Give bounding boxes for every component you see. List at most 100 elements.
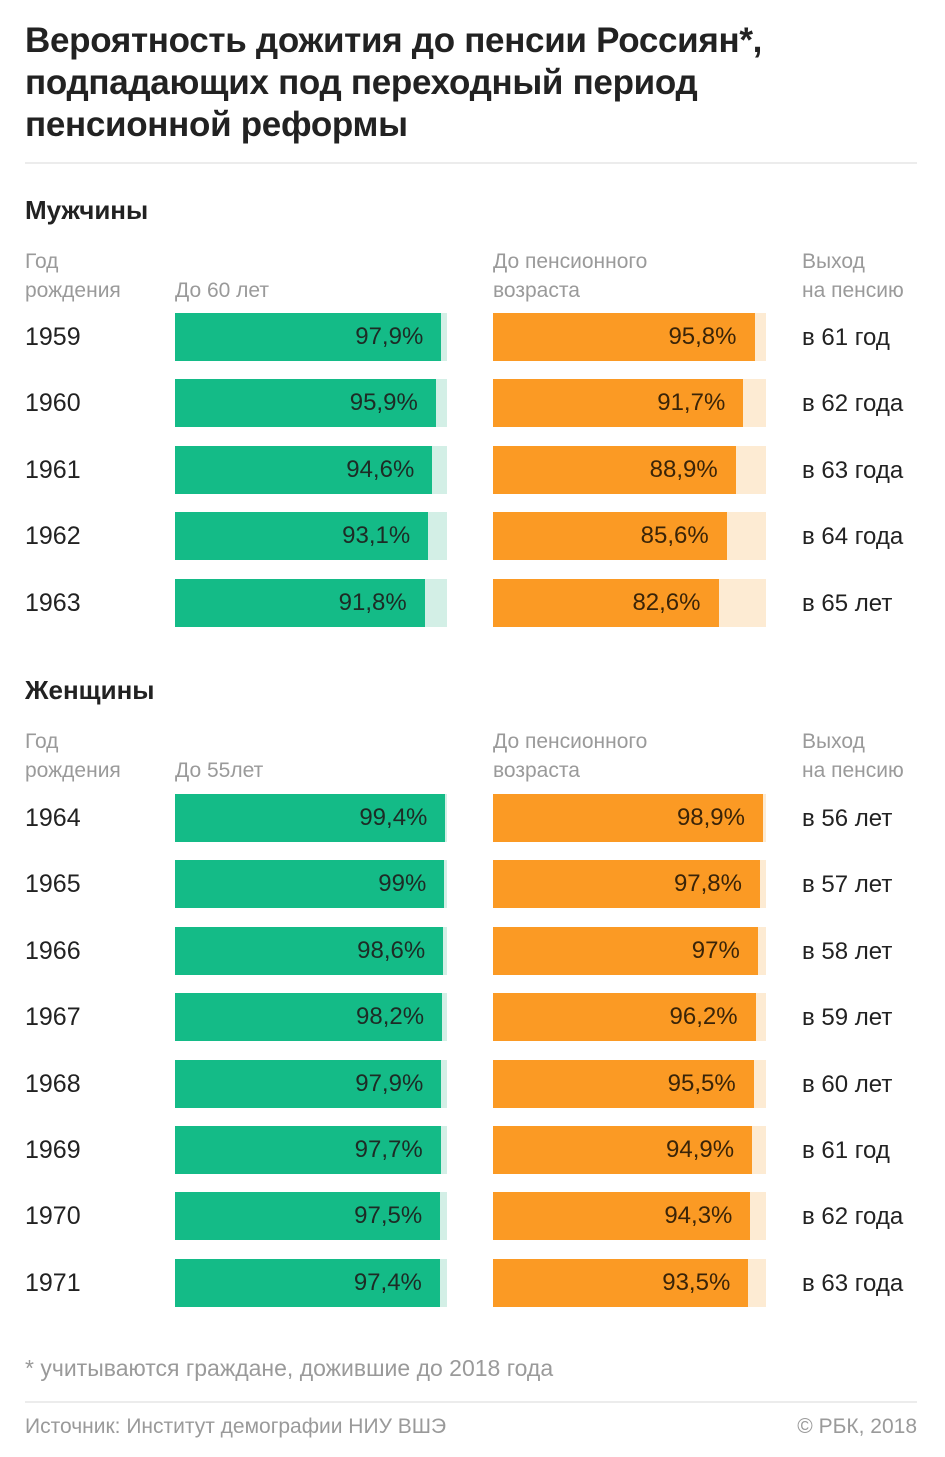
bar-value-label: 85,6% (640, 522, 709, 550)
bar-track-series1: 99,4% (175, 794, 447, 842)
bar-value-label: 95,5% (667, 1069, 736, 1097)
retirement-age-label: в 63 года (802, 456, 904, 484)
bar-series1: 99,4% (175, 794, 446, 842)
header-series2-line: возраста (493, 759, 580, 782)
bar-value-label: 97,9% (355, 1069, 424, 1097)
bar-track-series1: 97,9% (175, 313, 447, 361)
bar-series2: 95,8% (493, 313, 755, 361)
header-birth-year-line: рождения (25, 279, 121, 302)
retirement-age-label: в 64 года (802, 523, 904, 551)
bar-series1: 97,7% (175, 1126, 441, 1174)
header-retirement-line: Выход (802, 250, 865, 273)
retirement-age-label: в 62 года (802, 390, 904, 418)
bar-track-series2: 96,2% (493, 993, 766, 1042)
birth-year-label: 1961 (25, 455, 81, 484)
bar-track-series1: 97,4% (175, 1258, 447, 1307)
bar-track-series2: 98,9% (493, 794, 766, 842)
bar-series2: 98,9% (493, 794, 763, 842)
bar-value-label: 95,8% (668, 323, 737, 350)
bar-track-series2: 97,8% (493, 860, 766, 909)
bar-series1: 98,2% (175, 993, 443, 1042)
retirement-age-label: в 60 лет (802, 1070, 893, 1098)
bar-value-label: 98,2% (356, 1003, 425, 1031)
bar-track-series2: 95,5% (493, 1059, 766, 1108)
header-retirement: Выход на пенсию (802, 247, 904, 305)
bar-series2: 95,5% (493, 1059, 754, 1108)
bar-value-label: 88,9% (649, 455, 718, 483)
bar-series1: 94,6% (175, 445, 433, 494)
bar-value-label: 91,7% (657, 389, 726, 417)
bar-value-label: 97,5% (354, 1202, 423, 1230)
bar-value-label: 94,3% (664, 1202, 733, 1230)
header-retirement-line: на пенсию (802, 759, 904, 782)
header-series2: До пенсионного возраста (493, 247, 647, 305)
bar-value-label: 97,7% (354, 1136, 423, 1163)
header-series1-line (175, 247, 269, 276)
bar-value-label: 93,1% (342, 522, 411, 550)
title-divider (25, 162, 917, 164)
bar-series1: 97,5% (175, 1192, 441, 1241)
bar-track-series1: 98,6% (175, 926, 447, 975)
birth-year-label: 1970 (25, 1202, 81, 1231)
bar-series2: 82,6% (493, 578, 719, 627)
birth-year-label: 1962 (25, 522, 81, 551)
header-series2-line: До пенсионного (493, 250, 648, 273)
bar-track-series1: 95,9% (175, 379, 447, 428)
bar-value-label: 99,4% (359, 804, 428, 831)
bar-track-series1: 97,9% (175, 1059, 447, 1108)
header-series1-line: До 60 лет (175, 279, 270, 302)
bar-track-series2: 88,9% (493, 445, 766, 494)
bar-value-label: 98,9% (676, 804, 745, 831)
bar-series2: 96,2% (493, 993, 756, 1042)
bar-track-series2: 93,5% (493, 1258, 766, 1307)
bar-series2: 97% (493, 926, 758, 975)
chart-title: Вероятность дожития до пенсии Россиян*, … (25, 21, 763, 144)
bar-value-label: 94,9% (666, 1136, 735, 1163)
bar-series1: 97,9% (175, 1059, 442, 1108)
birth-year-label: 1963 (25, 588, 81, 617)
section-title: Женщины (25, 675, 155, 705)
bar-series2: 94,3% (493, 1192, 751, 1241)
retirement-age-label: в 58 лет (802, 937, 893, 965)
header-retirement-line: на пенсию (802, 279, 904, 302)
bar-series2: 93,5% (493, 1258, 749, 1307)
footer-divider (25, 1401, 917, 1403)
bar-track-series1: 98,2% (175, 993, 447, 1042)
retirement-age-label: в 63 года (802, 1269, 904, 1297)
retirement-age-label: в 57 лет (802, 871, 893, 899)
bar-series1: 99% (175, 860, 445, 909)
copyright: © РБК, 2018 (797, 1415, 917, 1438)
retirement-age-label: в 61 год (802, 324, 890, 351)
header-birth-year: Год рождения (25, 727, 121, 785)
bar-series2: 91,7% (493, 379, 744, 428)
bar-value-label: 97% (691, 936, 740, 964)
bar-value-label: 98,6% (357, 936, 426, 964)
bar-track-series2: 82,6% (493, 578, 766, 627)
bar-track-series2: 95,8% (493, 313, 766, 361)
bar-track-series2: 91,7% (493, 379, 766, 428)
birth-year-label: 1964 (25, 804, 81, 832)
birth-year-label: 1967 (25, 1003, 81, 1032)
bar-value-label: 94,6% (346, 455, 415, 483)
birth-year-label: 1960 (25, 389, 81, 418)
retirement-age-label: в 56 лет (802, 805, 893, 832)
retirement-age-label: в 59 лет (802, 1004, 893, 1032)
source-note: Источник: Институт демографии НИУ ВШЭ (25, 1415, 447, 1438)
bar-series1: 97,9% (175, 313, 442, 361)
bar-value-label: 99% (378, 870, 427, 898)
birth-year-label: 1968 (25, 1069, 81, 1098)
header-series2-line: возраста (493, 279, 580, 302)
header-series2-line: До пенсионного (493, 730, 648, 753)
header-series1: До 55лет (175, 727, 263, 785)
bar-series1: 91,8% (175, 578, 425, 627)
bar-value-label: 82,6% (632, 588, 701, 616)
header-series1-line: До 55лет (175, 759, 264, 782)
header-birth-year: Год рождения (25, 247, 121, 305)
bar-value-label: 91,8% (338, 588, 407, 616)
header-birth-year-line: Год (25, 730, 59, 753)
retirement-age-label: в 65 лет (802, 589, 893, 617)
birth-year-label: 1971 (25, 1268, 81, 1297)
bar-track-series2: 85,6% (493, 512, 766, 561)
header-series1: До 60 лет (175, 247, 269, 305)
bar-track-series2: 94,3% (493, 1192, 766, 1241)
